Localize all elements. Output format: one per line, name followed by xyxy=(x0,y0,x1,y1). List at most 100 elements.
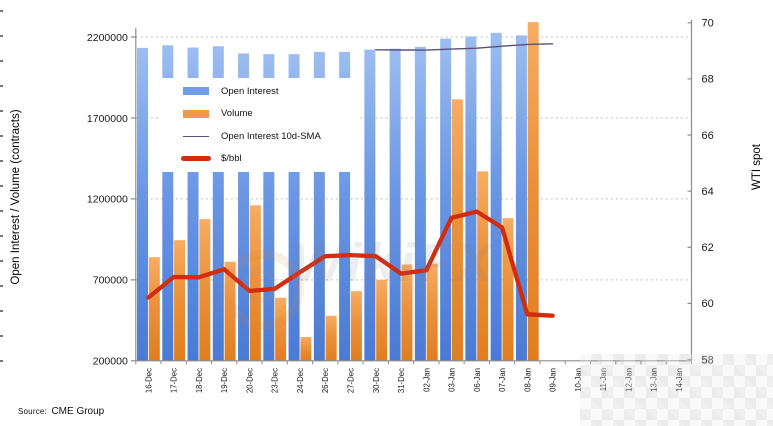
bar-volume xyxy=(401,264,413,361)
bar-open-interest xyxy=(414,46,426,361)
x-axis-tick-label: 30-Dec xyxy=(372,368,381,393)
bar-volume xyxy=(502,218,514,361)
left-axis-tick-label: 200000 xyxy=(93,356,128,368)
x-axis-tick-label: 12-Jan xyxy=(624,368,633,392)
bar-open-interest xyxy=(364,49,376,361)
left-axis-tick-label: 1200000 xyxy=(87,194,128,206)
x-axis-tick-label: 17-Dec xyxy=(170,368,179,393)
bar-open-interest xyxy=(515,35,527,361)
left-axis-tick-label: 2200000 xyxy=(87,32,128,44)
bar-open-interest xyxy=(465,36,477,361)
right-axis-tick-label: 66 xyxy=(702,130,714,142)
edge-tick-artifact xyxy=(0,185,3,187)
bar-open-interest xyxy=(288,54,300,361)
bar-volume xyxy=(325,315,337,361)
edge-tick-artifact xyxy=(0,335,3,337)
bar-volume xyxy=(376,279,388,361)
x-axis-tick-label: 31-Dec xyxy=(397,368,406,393)
bar-open-interest xyxy=(313,51,325,361)
line-wti-spot-price xyxy=(146,209,555,318)
edge-tick-artifact xyxy=(0,260,3,262)
bar-volume xyxy=(174,240,186,361)
x-axis-tick-label: 14-Jan xyxy=(675,368,684,392)
edge-tick-artifact xyxy=(0,35,3,37)
bar-open-interest xyxy=(490,32,502,361)
right-axis-tick-label: 70 xyxy=(702,18,714,30)
right-axis-tick-label: 60 xyxy=(702,298,714,310)
x-axis-tick-label: 23-Dec xyxy=(271,368,280,393)
x-axis-tick-label: 02-Jan xyxy=(422,368,431,392)
x-axis-tick-label: 16-Dec xyxy=(144,368,153,393)
legend-label: Open Interest 10d-SMA xyxy=(221,130,321,142)
bar-volume xyxy=(275,297,287,361)
edge-tick-artifact xyxy=(0,210,3,212)
legend-label: Open Interest xyxy=(221,85,279,97)
x-axis-tick-label: 11-Jan xyxy=(599,368,608,391)
x-axis-tick-label: 10-Jan xyxy=(574,368,583,392)
x-axis-tick-label: 27-Dec xyxy=(347,368,356,393)
bar-open-interest xyxy=(238,53,250,361)
bar-open-interest xyxy=(263,54,275,361)
source-text: CME Group xyxy=(51,406,105,417)
bar-volume xyxy=(527,22,539,361)
price-line-swatch xyxy=(181,156,211,162)
x-axis-tick-label: 09-Jan xyxy=(549,368,558,392)
left-axis-tick-label: 700000 xyxy=(93,275,128,287)
right-axis-tick-label: 58 xyxy=(702,354,714,366)
left-axis-title: Open Interest / Volume (contracts) xyxy=(10,109,22,285)
line-oi-10d-sma xyxy=(375,43,554,51)
right-axis-tick-label: 68 xyxy=(702,74,714,86)
line-series xyxy=(146,43,555,318)
legend-label: $/bbl xyxy=(221,153,242,165)
bar-volume xyxy=(148,257,160,361)
bar-open-interest xyxy=(389,48,401,361)
edge-tick-artifact xyxy=(0,60,3,62)
axes xyxy=(130,20,693,365)
bar-volume xyxy=(199,219,211,361)
left-axis-tick-label: 1700000 xyxy=(87,113,128,125)
x-axis-tick-label: 26-Dec xyxy=(321,368,330,393)
bar-volume xyxy=(249,205,261,361)
bar-open-interest xyxy=(339,51,351,361)
bar-open-interest xyxy=(212,46,224,361)
bar-volume xyxy=(426,263,438,361)
bar-volume xyxy=(451,99,463,361)
edge-tick-artifact xyxy=(0,310,3,312)
legend-item-dollar-bbl: $/bbl xyxy=(158,150,360,168)
x-axis-tick-label: 18-Dec xyxy=(195,368,204,393)
x-axis-tick-label: 19-Dec xyxy=(220,368,229,393)
sma-line-swatch xyxy=(183,135,209,137)
legend-item-oi-sma: Open Interest 10d-SMA xyxy=(158,127,360,145)
bar-open-interest xyxy=(440,38,452,361)
bar-open-interest xyxy=(187,47,199,361)
bar-volume xyxy=(477,171,489,361)
bar-series xyxy=(137,22,539,361)
edge-tick-artifact xyxy=(0,135,3,137)
legend-item-open-interest: Open Interest xyxy=(158,82,360,100)
source-note: Source: CME Group xyxy=(18,401,104,419)
bar-volume xyxy=(300,337,312,361)
edge-tick-artifact xyxy=(0,160,3,162)
legend-label: Volume xyxy=(221,108,253,120)
edge-tick-artifact xyxy=(0,10,3,12)
right-axis-title: WTI spot xyxy=(751,144,763,191)
right-axis-tick-label: 62 xyxy=(702,242,714,254)
x-axis-tick-label: 24-Dec xyxy=(296,368,305,393)
edge-tick-artifact xyxy=(0,360,3,362)
edge-tick-artifact xyxy=(0,110,3,112)
axis-tick-labels: 2200000 1700000 1200000 700000 200000 70 68 66 6… xyxy=(87,18,714,394)
bar-open-interest xyxy=(162,45,174,361)
right-axis-tick-label: 64 xyxy=(702,186,714,198)
x-axis-tick-label: 06-Jan xyxy=(473,368,482,392)
x-axis-tick-label: 08-Jan xyxy=(523,368,532,392)
bar-volume xyxy=(224,261,236,361)
open-interest-swatch xyxy=(183,87,209,96)
bar-open-interest xyxy=(137,47,149,361)
x-axis-tick-label: 13-Jan xyxy=(650,368,659,392)
x-axis-tick-label: 07-Jan xyxy=(498,368,507,392)
legend-item-volume: Volume xyxy=(158,105,360,123)
legend: Open Interest Volume Open Interest 10d-S… xyxy=(158,78,360,172)
volume-swatch xyxy=(183,109,209,118)
